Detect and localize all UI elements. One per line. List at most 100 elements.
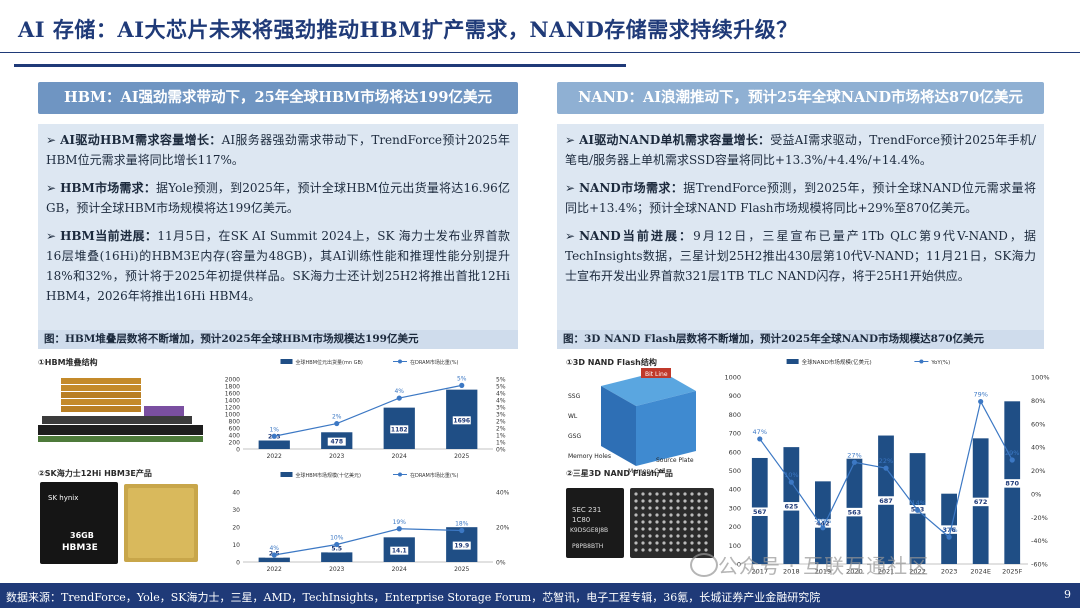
- solder-ball: [683, 492, 687, 496]
- x-tick-label: 2018: [783, 568, 800, 576]
- hbm-shipment-chart: 全球HBM位元出货量(mn GB) 在DRAM市场比重(%) 02004006008…: [225, 359, 506, 460]
- y2-tick-label: 4%: [496, 398, 506, 405]
- bullet-head: AI驱动NAND单机需求容量增长：: [579, 133, 771, 147]
- solder-ball: [662, 492, 666, 496]
- solder-ball: [634, 534, 638, 538]
- legend-bar-swatch: [280, 359, 293, 364]
- y-tick-label: 1000: [724, 374, 741, 382]
- line-point: [820, 525, 826, 531]
- solder-ball: [690, 527, 694, 531]
- solder-ball: [648, 534, 652, 538]
- y2-tick-label: 100%: [1031, 374, 1050, 382]
- line-value-label: 18%: [455, 521, 469, 528]
- solder-ball: [690, 499, 694, 503]
- line-point: [271, 552, 277, 558]
- bar-label-bg: [750, 507, 769, 516]
- y-tick-label: 800: [229, 419, 241, 426]
- solder-ball: [676, 527, 680, 531]
- line-point: [334, 541, 340, 548]
- bar-label-bg: [782, 502, 801, 511]
- solder-ball: [662, 513, 666, 517]
- solder-ball: [669, 513, 673, 517]
- bar-label-bg: [327, 544, 346, 553]
- line-point: [851, 459, 858, 465]
- solder-ball: [655, 541, 659, 545]
- x-tick-label: 2023: [941, 568, 958, 576]
- solder-ball: [704, 527, 708, 531]
- bar-label-bg: [327, 437, 346, 446]
- solder-ball: [648, 492, 652, 496]
- footer-sources: 数据来源：TrendForce，Yole，SK海力士，三星，AMD，TechIn…: [6, 591, 821, 604]
- nand-bullet-3: ➢ NAND当前进展：9月12日，三星宣布已量产1Tb QLC第9代V-NAND，…: [565, 226, 1036, 286]
- bar-value-label: 1182: [391, 426, 408, 433]
- nand-figure-caption: 图：3D NAND Flash层数将不断增加，预计2025年全球NAND市场规模…: [557, 330, 1044, 349]
- solder-ball: [655, 513, 659, 517]
- nand-chip-text-2: 1C80: [572, 516, 590, 524]
- solder-ball: [634, 541, 638, 545]
- solder-ball: [704, 541, 708, 545]
- hbm-structure-label: ①HBM堆叠结构: [38, 358, 98, 367]
- legend-line-label: 在DRAM市场比重(%): [410, 472, 459, 479]
- solder-ball: [662, 520, 666, 524]
- bullet-head: AI驱动HBM需求容量增长：: [60, 133, 222, 147]
- solder-ball: [669, 506, 673, 510]
- solder-ball: [697, 527, 701, 531]
- bullet-text: 9月12日，三星宣布已量产1Tb QLC第9代V-NAND，据TechInsig…: [565, 229, 1037, 283]
- solder-ball: [648, 548, 652, 552]
- y2-tick-label: 4%: [496, 391, 506, 398]
- solder-ball: [648, 499, 652, 503]
- bar-label-bg: [971, 497, 990, 507]
- y2-tick-label: 20%: [1031, 467, 1045, 475]
- line-point: [946, 534, 952, 540]
- bar: [258, 557, 290, 562]
- line-value-label: 10%: [330, 535, 344, 542]
- hbm-bullet-2: ➢ HBM市场需求：据Yole预测，到2025年，预计全球HBM位元出货量将达16…: [46, 178, 510, 218]
- solder-ball: [690, 534, 694, 538]
- diagram-label-gsg: GSG: [568, 433, 581, 440]
- bar-label-bg: [390, 546, 409, 555]
- bar-value-label: 870: [1005, 480, 1019, 488]
- y2-tick-label: 1%: [496, 433, 506, 440]
- x-tick-label: 2025: [454, 566, 469, 573]
- nand-chip-text-3: K9DSGE8J8B: [570, 527, 608, 534]
- nand-bullet-1: ➢ AI驱动NAND单机需求容量增长：受益AI需求驱动，TrendForce预计2…: [565, 130, 1036, 170]
- solder-ball: [634, 499, 638, 503]
- chip-model-text: HBM3E: [62, 543, 98, 553]
- line-point: [757, 436, 763, 442]
- nand-column: NAND：AI浪潮推动下，预计25年全球NAND市场将达870亿美元 ➢ AI驱动…: [557, 82, 1044, 333]
- solder-ball: [641, 534, 645, 538]
- solder-ball: [669, 541, 673, 545]
- solder-ball: [690, 541, 694, 545]
- title-divider: [0, 52, 1080, 53]
- bullet-text: 受益AI需求驱动，TrendForce预计2025年手机/笔电/服务器上单机需求…: [565, 133, 1036, 167]
- 3d-nand-diagram: Bit Line SSG WL GSG Memory Holes Source …: [568, 368, 696, 475]
- line-point: [914, 507, 921, 513]
- line-value-label: 4%: [269, 545, 279, 552]
- bar-value-label: 672: [974, 498, 988, 506]
- solder-ball: [669, 527, 673, 531]
- footer-bar: [0, 583, 1080, 608]
- y-tick-label: 10: [232, 542, 240, 549]
- solder-ball: [662, 534, 666, 538]
- solder-ball: [683, 499, 687, 503]
- bar-value-label: 625: [785, 503, 799, 511]
- legend-bar-label: 全球HBM市场规模(十亿美元): [296, 472, 361, 479]
- solder-ball: [669, 548, 673, 552]
- bar-value-label: 687: [879, 497, 893, 505]
- solder-ball: [676, 520, 680, 524]
- bar-label-bg: [452, 416, 471, 425]
- solder-ball: [669, 499, 673, 503]
- legend-bar-swatch: [786, 359, 799, 364]
- solder-ball: [648, 520, 652, 524]
- solder-ball: [676, 506, 680, 510]
- nand-banner: NAND：AI浪潮推动下，预计25年全球NAND市场将达870亿美元: [557, 82, 1044, 114]
- bullet-text: AI服务器强劲需求带动下，TrendForce预计2025年HBM位元需求量将同…: [46, 133, 510, 167]
- line-point: [883, 465, 889, 471]
- solder-ball: [662, 548, 666, 552]
- nand-product-label: ②三星3D NAND Flash产品: [566, 469, 673, 478]
- solder-ball: [655, 520, 659, 524]
- line-value-label: 1%: [269, 426, 279, 433]
- hbm-figure-caption: 图：HBM堆叠层数将不断增加，预计2025年全球HBM市场规模达199亿美元: [38, 330, 518, 349]
- arrow-icon: ➢: [46, 181, 57, 195]
- line-point: [1009, 457, 1015, 463]
